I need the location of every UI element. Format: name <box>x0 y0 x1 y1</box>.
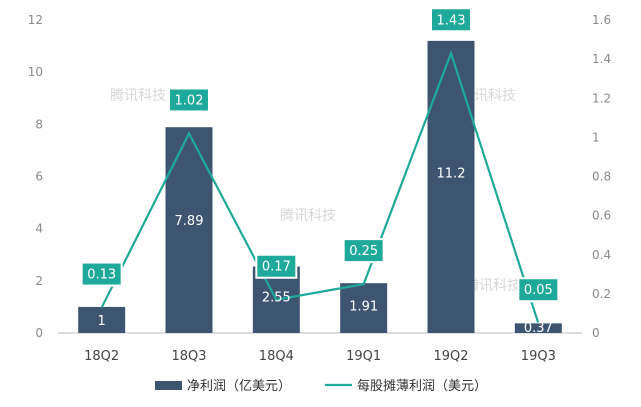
right-tick-0: 0 <box>592 326 600 340</box>
right-tick-2: 0.4 <box>592 248 611 262</box>
legend-label-net-profit: 净利润（亿美元） <box>187 379 291 394</box>
bar-labels: 1 7.89 2.55 1.91 11.2 0.37 <box>98 166 553 336</box>
bar-18Q3 <box>165 127 213 333</box>
eps-label-19Q1: 0.25 <box>342 238 385 264</box>
watermark-1: 腾讯科技 <box>280 207 336 224</box>
x-axis: 18Q2 18Q3 18Q4 19Q1 19Q2 19Q3 <box>84 349 556 364</box>
right-tick-3: 0.6 <box>592 209 611 223</box>
eps-label-19Q2: 1.43 <box>430 7 472 33</box>
x-tick-19Q1: 19Q1 <box>346 349 381 364</box>
left-tick-4: 8 <box>35 117 43 131</box>
bar-label-18Q4: 2.55 <box>262 290 291 305</box>
eps-label-text: 0.05 <box>524 283 553 298</box>
eps-label-text: 1.43 <box>437 13 466 28</box>
left-axis: 0 2 4 6 8 10 12 <box>28 13 43 340</box>
right-axis: 0 0.2 0.4 0.6 0.8 1 1.2 1.4 1.6 <box>592 13 611 340</box>
bar-19Q2 <box>427 40 475 333</box>
left-tick-3: 6 <box>35 170 43 184</box>
eps-line <box>100 49 540 324</box>
left-tick-5: 10 <box>28 65 43 79</box>
legend-label-eps: 每股摊薄利润（美元） <box>357 378 487 394</box>
eps-label-18Q2: 0.13 <box>80 261 123 287</box>
x-tick-19Q3: 19Q3 <box>521 349 556 364</box>
bar-18Q2 <box>78 306 126 333</box>
right-tick-8: 1.6 <box>592 13 611 27</box>
right-tick-4: 0.8 <box>592 170 611 184</box>
bar-label-19Q2: 11.2 <box>437 166 466 181</box>
eps-label-text: 1.02 <box>175 93 204 108</box>
left-tick-2: 4 <box>35 222 43 236</box>
bar-label-19Q1: 1.91 <box>349 300 378 315</box>
line-labels: 0.13 1.02 0.17 0.25 1.43 0.05 <box>80 7 560 303</box>
legend-swatch-net-profit <box>155 381 182 390</box>
right-tick-7: 1.4 <box>592 52 611 66</box>
eps-label-text: 0.13 <box>87 268 116 283</box>
left-tick-0: 0 <box>35 326 43 340</box>
left-tick-6: 12 <box>28 13 43 27</box>
eps-label-box <box>255 253 298 279</box>
bar-label-18Q3: 7.89 <box>175 214 204 229</box>
eps-label-text: 0.25 <box>349 244 378 259</box>
eps-label-18Q4: 0.17 <box>255 253 298 279</box>
eps-label-box <box>342 238 385 264</box>
eps-label-box <box>430 7 472 33</box>
x-tick-19Q2: 19Q2 <box>433 349 468 364</box>
eps-label-18Q3: 1.02 <box>168 87 210 113</box>
eps-label-box <box>80 261 123 287</box>
eps-label-box <box>168 87 210 113</box>
watermark-3: 腾讯科技 <box>465 277 521 294</box>
bar-label-19Q3: 0.37 <box>524 321 553 336</box>
x-tick-18Q4: 18Q4 <box>259 349 294 364</box>
right-tick-1: 0.2 <box>592 287 611 301</box>
x-tick-18Q3: 18Q3 <box>171 349 206 364</box>
bar-19Q3 <box>514 323 562 333</box>
left-tick-1: 2 <box>35 274 43 288</box>
eps-label-box <box>517 277 560 303</box>
x-tick-18Q2: 18Q2 <box>84 349 119 364</box>
bar-label-18Q2: 1 <box>98 314 106 329</box>
eps-label-text: 0.17 <box>262 260 291 275</box>
legend: 净利润（亿美元） 每股摊薄利润（美元） <box>155 378 487 394</box>
bar-19Q1 <box>340 283 388 333</box>
right-tick-5: 1 <box>592 130 600 144</box>
right-tick-6: 1.2 <box>592 91 611 105</box>
watermark-0: 腾讯科技 <box>110 87 166 104</box>
eps-label-19Q3: 0.05 <box>517 277 560 303</box>
